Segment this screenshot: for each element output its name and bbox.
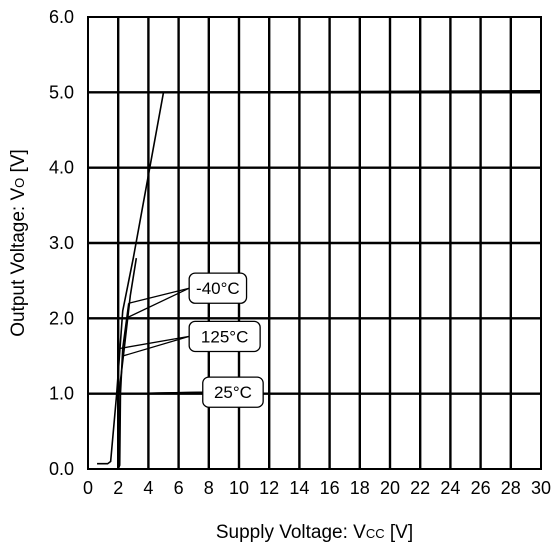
series-line [117, 257, 138, 470]
callout-leader [128, 287, 190, 304]
x-axis-label-subscript: CC [366, 526, 385, 541]
y-tick-label: 3.0 [49, 233, 74, 253]
callout-box [188, 272, 248, 304]
x-tick-label: 26 [471, 478, 491, 498]
plot-frame [87, 16, 542, 470]
x-axis-label: Supply Voltage: VCC [V] [216, 522, 413, 543]
x-tick-label: 22 [410, 478, 430, 498]
callout-leader [125, 287, 190, 319]
x-tick-label: 30 [531, 478, 551, 498]
y-axis-label-subscript: O [12, 178, 27, 188]
x-tick-label: 14 [289, 478, 309, 498]
y-tick-label: 1.0 [49, 384, 74, 404]
grid [88, 17, 541, 469]
series-line [97, 90, 542, 465]
callouts: -40°C 125°C 25°C [118, 272, 264, 408]
x-tick-label: 16 [320, 478, 340, 498]
x-tick-label: 0 [83, 478, 93, 498]
x-tick-label: 18 [350, 478, 370, 498]
x-tick-label: 28 [501, 478, 521, 498]
callout-leader [122, 335, 190, 357]
callout-box [188, 320, 261, 353]
x-tick-label: 6 [174, 478, 184, 498]
y-tick-label: 5.0 [49, 82, 74, 102]
callout-box [202, 376, 264, 408]
x-tick-label: 12 [259, 478, 279, 498]
x-tick-label: 8 [204, 478, 214, 498]
x-tick-label: 2 [113, 478, 123, 498]
x-tick-label: 20 [380, 478, 400, 498]
callout-label: -40°C [196, 279, 240, 298]
callout-label: 125°C [201, 327, 248, 346]
x-tick-label: 24 [440, 478, 460, 498]
callout-leader [122, 391, 203, 395]
y-tick-label: 6.0 [49, 7, 74, 27]
callout-leader [119, 335, 190, 350]
x-tick-label: 4 [143, 478, 153, 498]
y-tick-label: 2.0 [49, 308, 74, 328]
y-tick-label: 0.0 [49, 459, 74, 479]
y-tick-label: 4.0 [49, 158, 74, 178]
tick-labels: 0 2 4 6 8 10 12 14 16 18 20 22 24 26 28 300.01.02.03.04… [49, 7, 551, 498]
series-lines [97, 90, 542, 470]
y-axis-label: Output Voltage: VO [V] [8, 149, 29, 337]
x-tick-label: 10 [229, 478, 249, 498]
callout-label: 25°C [214, 383, 252, 402]
